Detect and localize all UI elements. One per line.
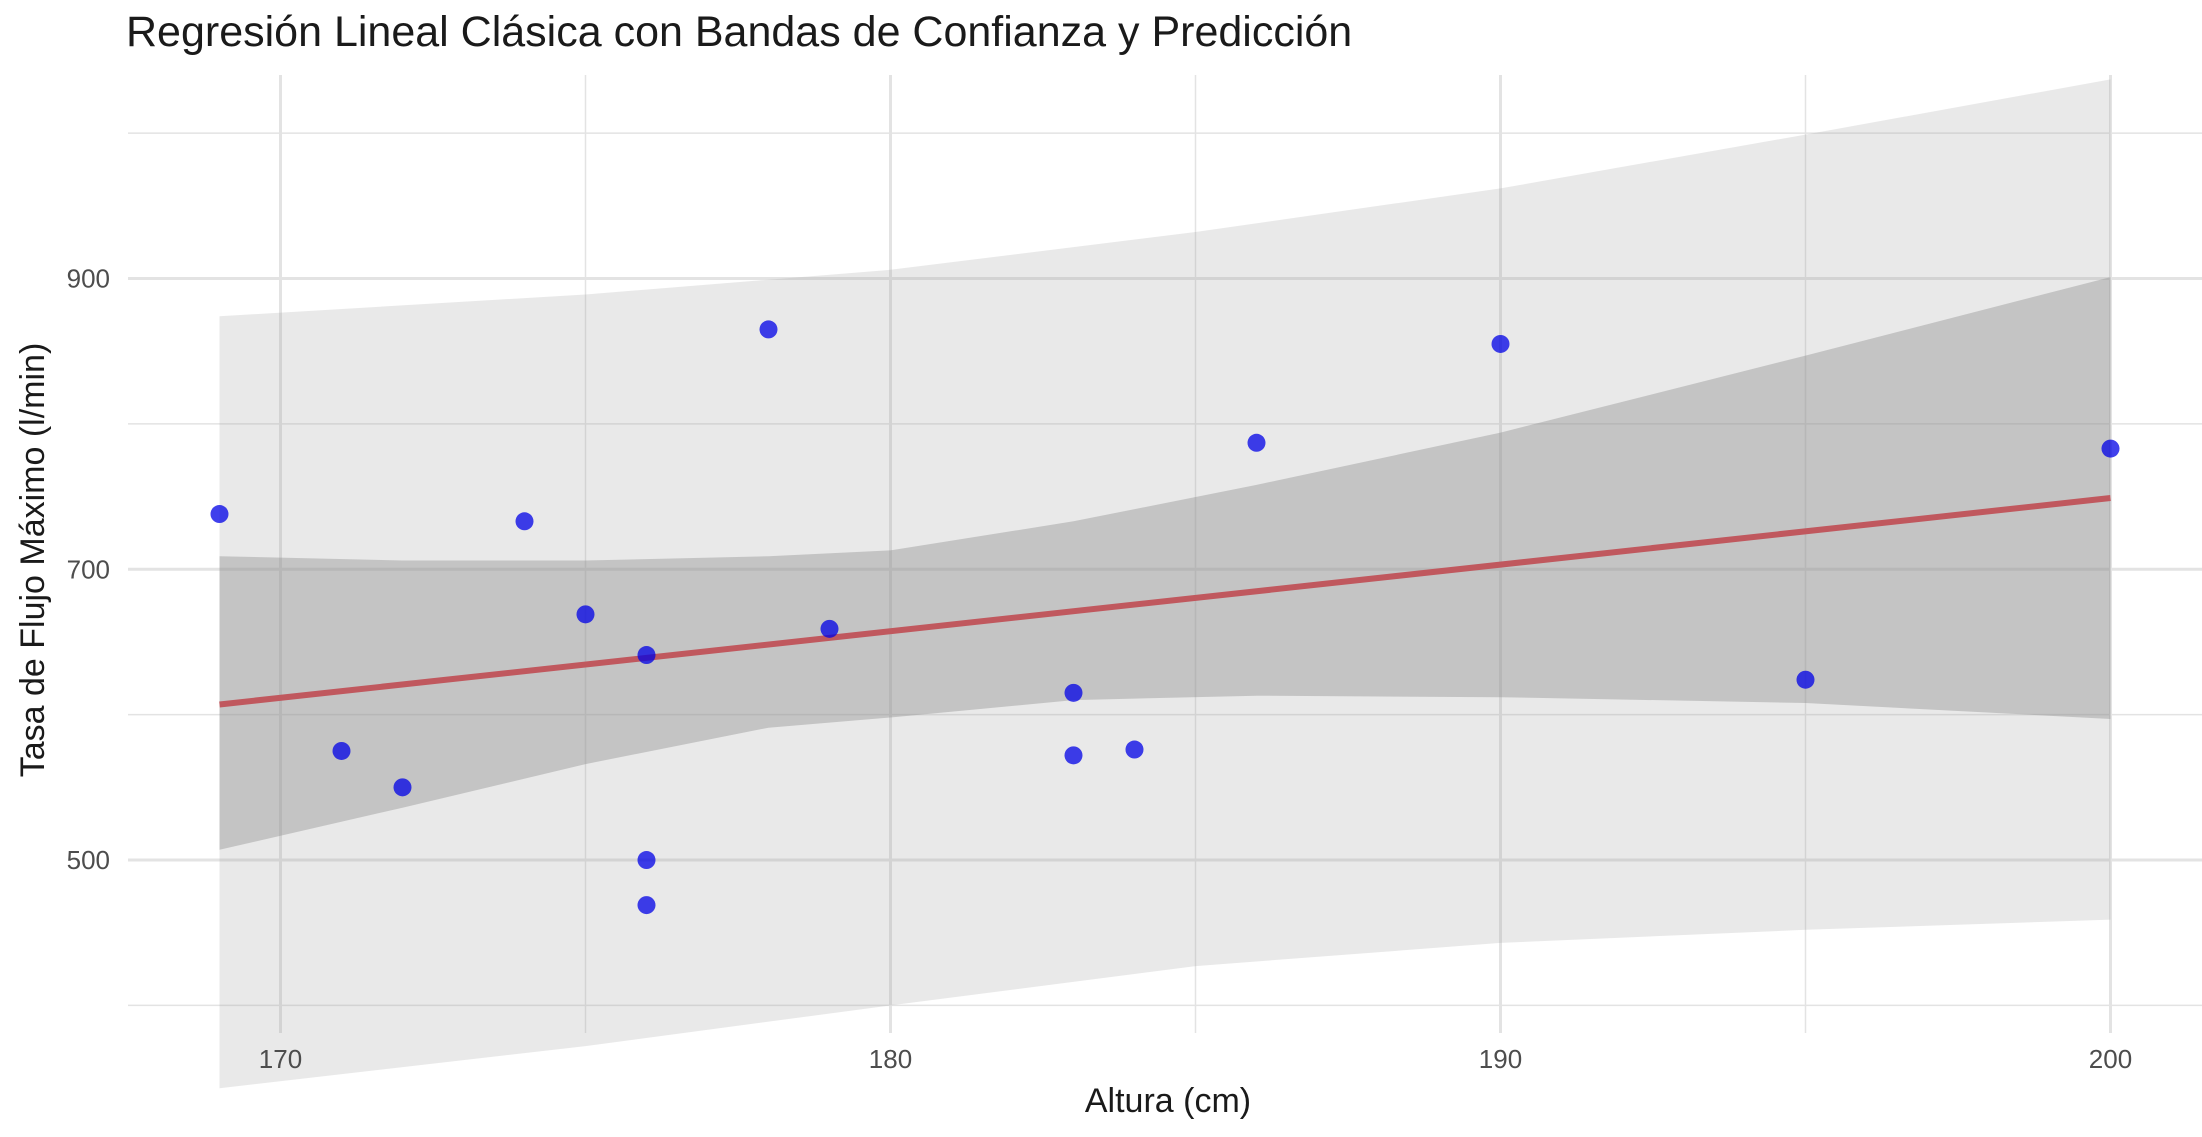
y-tick-label: 500 — [67, 845, 110, 875]
x-tick-label: 170 — [259, 1044, 302, 1074]
regression-line-group — [219, 495, 2111, 708]
data-point — [637, 896, 656, 915]
data-point — [820, 619, 839, 638]
x-tick-label: 190 — [1479, 1044, 1522, 1074]
data-point — [1247, 433, 1266, 452]
data-point — [515, 512, 534, 531]
data-point — [1064, 683, 1083, 702]
data-point — [1064, 746, 1083, 765]
data-point — [576, 605, 595, 624]
grid — [128, 75, 2202, 1033]
data-point — [1796, 670, 1815, 689]
confidence-band — [219, 277, 2111, 850]
data-point — [210, 505, 229, 524]
y-axis-title: Tasa de Flujo Máximo (l/min) — [14, 343, 52, 778]
x-tick-label: 200 — [2089, 1044, 2132, 1074]
data-point — [332, 741, 351, 760]
data-point — [1491, 334, 1510, 353]
x-axis-ticks: 170 180 190 200 — [259, 1044, 2132, 1074]
data-point — [637, 851, 656, 870]
y-tick-label: 700 — [67, 554, 110, 584]
x-axis-title: Altura (cm) — [1085, 1082, 1251, 1120]
regression-line — [219, 495, 2111, 708]
y-tick-label: 900 — [67, 264, 110, 294]
data-points — [210, 320, 2120, 915]
chart-title: Regresión Lineal Clásica con Bandas de C… — [126, 8, 1353, 56]
y-axis-ticks: 500 700 900 — [67, 264, 110, 875]
data-point — [1125, 740, 1144, 759]
data-point — [2101, 439, 2120, 458]
data-point — [393, 778, 412, 797]
data-point — [637, 646, 656, 665]
data-point — [759, 320, 778, 339]
bands — [219, 79, 2111, 1089]
x-tick-label: 180 — [869, 1044, 912, 1074]
prediction-band — [219, 79, 2111, 1089]
